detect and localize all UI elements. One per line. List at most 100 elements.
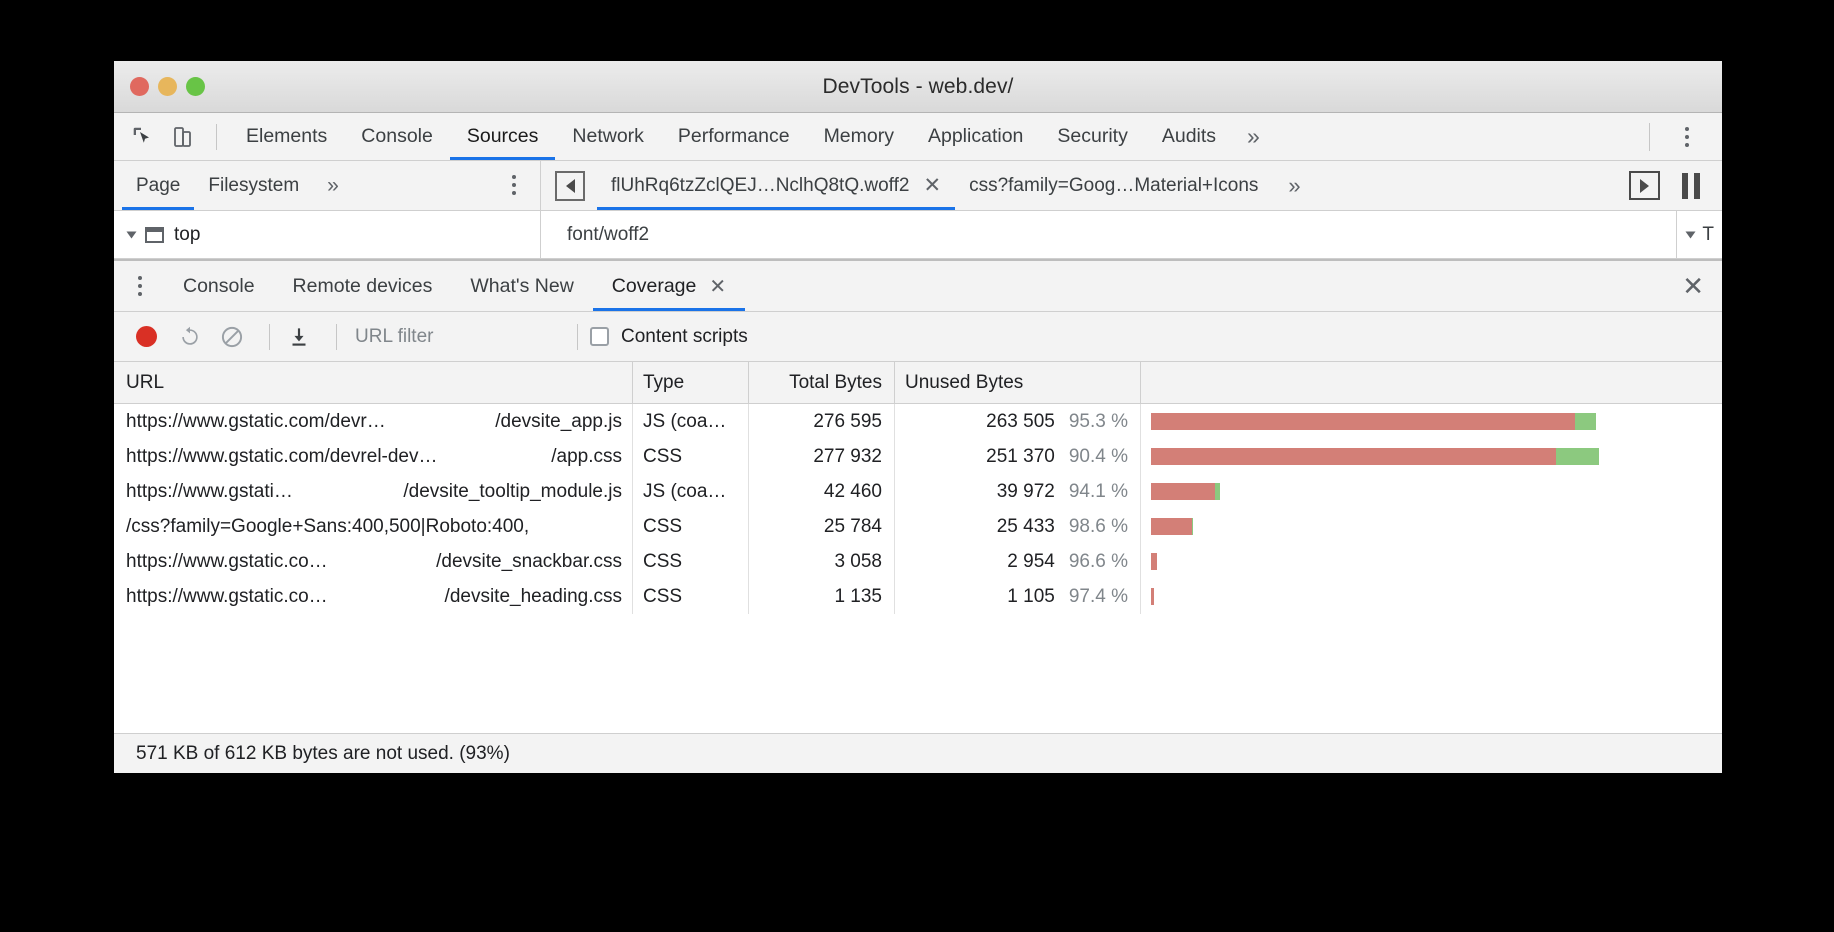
threads-pane-header[interactable]: T (1676, 211, 1714, 258)
table-row[interactable]: https://www.gstatic.co… /devsite_snackbar… (114, 544, 1722, 579)
url-origin: https://www.gstatic.com/devrel-dev… (126, 445, 438, 467)
table-row[interactable]: https://www.gstatic.com/devrel-dev… /app.… (114, 439, 1722, 474)
cell-usage-bar (1141, 579, 1722, 614)
threads-label: T (1702, 224, 1714, 245)
mime-type-label: font/woff2 (567, 223, 650, 245)
usage-bar (1151, 448, 1599, 465)
url-path: /app.css (551, 445, 622, 467)
tab-memory[interactable]: Memory (823, 125, 894, 147)
cell-url: https://www.gstatic.com/devrel-dev… /app.… (114, 439, 633, 474)
close-window-button[interactable] (130, 77, 149, 96)
cell-unused-bytes: 251 370 90.4 % (895, 439, 1141, 474)
close-icon[interactable]: ✕ (923, 174, 942, 197)
devtools-drawer: Console Remote devices What's New Covera… (114, 259, 1722, 773)
content-scripts-label: Content scripts (621, 325, 748, 347)
expand-triangle-icon[interactable] (126, 231, 137, 238)
more-tabs-chevron-icon[interactable]: » (1247, 123, 1260, 149)
unused-percent: 90.4 % (1068, 445, 1128, 467)
cell-type: JS (coa… (633, 474, 749, 509)
cell-url: https://www.gstatic.co… /devsite_snackbar… (114, 544, 633, 579)
frame-icon (145, 226, 164, 243)
usage-bar (1151, 553, 1157, 570)
cell-unused-bytes: 25 433 98.6 % (895, 509, 1141, 544)
zoom-window-button[interactable] (186, 77, 205, 96)
bar-segment-used (1575, 413, 1596, 430)
editor-more-chevron-icon[interactable]: » (1288, 172, 1301, 198)
coverage-table-body: https://www.gstatic.com/devr… /devsite_ap… (114, 404, 1722, 614)
cell-total-bytes: 42 460 (749, 474, 895, 509)
cell-total-bytes: 277 932 (749, 439, 895, 474)
cell-total-bytes: 276 595 (749, 404, 895, 439)
unused-percent: 97.4 % (1068, 585, 1128, 607)
bar-segment-unused (1151, 588, 1154, 605)
column-header-type[interactable]: Type (633, 362, 749, 403)
table-row[interactable]: https://www.gstatic.co… /devsite_heading.… (114, 579, 1722, 614)
column-header-total-bytes[interactable]: Total Bytes (749, 362, 895, 403)
cell-url: https://www.gstatic.com/devr… /devsite_ap… (114, 404, 633, 439)
unused-bytes-value: 39 972 (996, 480, 1055, 502)
record-button[interactable] (136, 326, 157, 347)
device-toolbar-icon[interactable] (164, 120, 202, 154)
tab-security[interactable]: Security (1057, 125, 1128, 147)
editor-tabbar: flUhRq6tzZclQEJ…NclhQ8tQ.woff2 ✕ css?fam… (541, 161, 1722, 210)
table-row[interactable]: /css?family=Google+Sans:400,500|Roboto:4… (114, 509, 1722, 544)
tab-elements[interactable]: Elements (246, 125, 328, 147)
url-path: /devsite_tooltip_module.js (403, 480, 622, 502)
drawer-tabbar: Console Remote devices What's New Covera… (114, 261, 1722, 312)
table-row[interactable]: https://www.gstatic.com/devr… /devsite_ap… (114, 404, 1722, 439)
coverage-toolbar: URL filter Content scripts (114, 312, 1722, 362)
clear-icon[interactable] (215, 320, 249, 354)
drawer-tab-whats-new[interactable]: What's New (470, 274, 574, 297)
navigator-more-chevron-icon[interactable]: » (327, 173, 339, 197)
drawer-more-options-icon[interactable] (124, 268, 156, 304)
tab-application[interactable]: Application (927, 125, 1024, 147)
bar-segment-used (1192, 518, 1193, 535)
tab-performance[interactable]: Performance (677, 125, 790, 147)
editor-tab-woff2[interactable]: flUhRq6tzZclQEJ…NclhQ8tQ.woff2 ✕ (597, 161, 956, 210)
unused-bytes-value: 1 105 (1007, 585, 1055, 607)
close-drawer-icon[interactable]: ✕ (1682, 271, 1704, 301)
navigator-tab-filesystem[interactable]: Filesystem (208, 174, 300, 196)
column-header-unused-bytes[interactable]: Unused Bytes (895, 362, 1141, 403)
tab-sources[interactable]: Sources (449, 113, 556, 160)
secondary-tabbar: Page Filesystem » flUhRq6tzZclQEJ…NclhQ8… (114, 161, 1722, 211)
navigator-tab-page[interactable]: Page (122, 161, 195, 210)
pause-script-icon[interactable] (1682, 172, 1700, 199)
devtools-window: DevTools - web.dev/ Elements Conso (114, 61, 1722, 773)
inspect-element-icon[interactable] (124, 120, 162, 154)
drawer-tab-console[interactable]: Console (183, 274, 255, 297)
toolbar-divider (269, 323, 270, 350)
coverage-table: URL Type Total Bytes Unused Bytes https:… (114, 362, 1722, 733)
editor-tab-label: css?family=Goog…Material+Icons (969, 174, 1259, 196)
tree-item-top[interactable]: top (174, 223, 201, 245)
drawer-tab-coverage[interactable]: Coverage ✕ (592, 261, 746, 311)
content-scripts-checkbox[interactable]: Content scripts (590, 326, 748, 348)
tab-audits[interactable]: Audits (1161, 125, 1217, 147)
tab-console[interactable]: Console (361, 125, 433, 147)
close-icon[interactable]: ✕ (709, 275, 727, 298)
main-more-options-kebab-icon[interactable] (1672, 121, 1702, 153)
toolbar-divider (216, 123, 217, 150)
cell-url: https://www.gstatic.co… /devsite_heading.… (114, 579, 633, 614)
url-path: /devsite_app.js (495, 410, 622, 432)
column-header-url[interactable]: URL (114, 362, 633, 403)
unused-percent: 95.3 % (1068, 410, 1128, 432)
table-row[interactable]: https://www.gstati… /devsite_tooltip_modu… (114, 474, 1722, 509)
column-header-unused-label: Unused Bytes (905, 371, 1024, 393)
unused-percent: 94.1 % (1068, 480, 1128, 502)
bar-segment-used (1215, 483, 1220, 500)
cell-url: /css?family=Google+Sans:400,500|Roboto:4… (114, 509, 633, 544)
reload-icon[interactable] (173, 320, 207, 354)
url-filter-input[interactable]: URL filter (355, 325, 434, 347)
minimize-window-button[interactable] (158, 77, 177, 96)
export-download-icon[interactable] (282, 320, 316, 354)
checkbox-box[interactable] (590, 327, 609, 346)
step-over-icon[interactable] (1629, 171, 1660, 200)
navigator-more-options-icon[interactable] (500, 168, 528, 202)
tab-network[interactable]: Network (572, 125, 644, 147)
collapse-sidebar-icon[interactable] (555, 170, 585, 201)
editor-tab-css-family[interactable]: css?family=Goog…Material+Icons (955, 161, 1272, 210)
unused-bytes-value: 25 433 (996, 515, 1055, 537)
drawer-tab-remote-devices[interactable]: Remote devices (292, 274, 433, 297)
toolbar-divider (336, 323, 337, 350)
